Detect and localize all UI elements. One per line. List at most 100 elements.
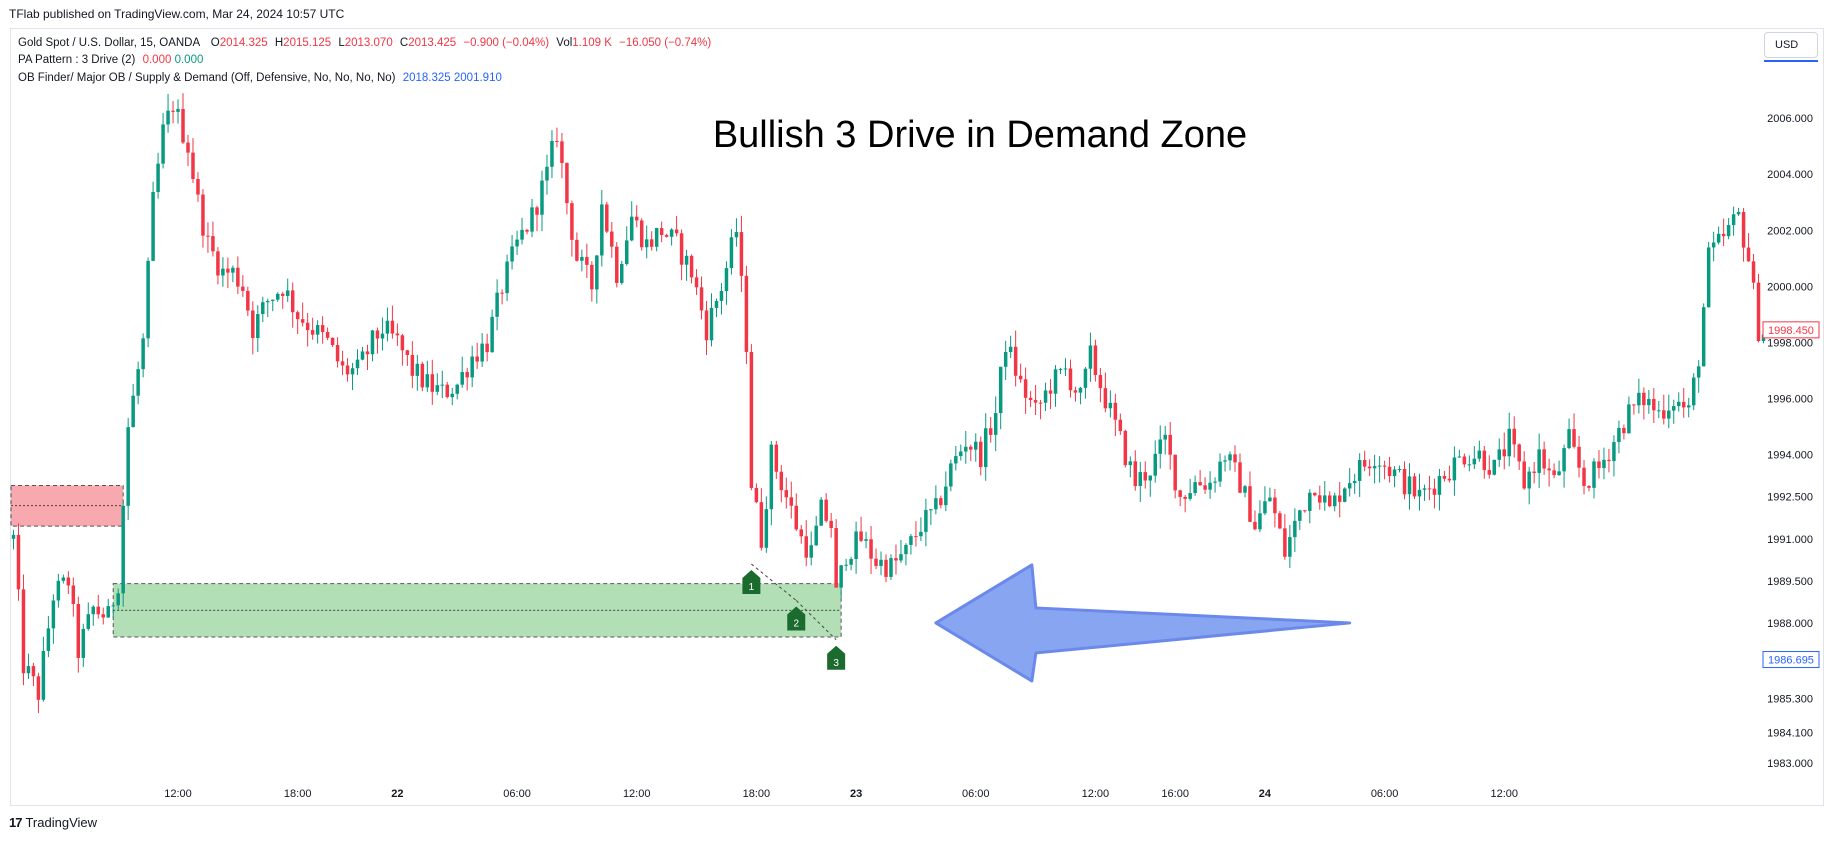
candle-body [305,322,310,331]
candle-body [151,191,155,261]
candle-body [1133,461,1138,487]
candle-body [1018,375,1023,380]
candle-body [1736,212,1741,215]
candle-body [410,354,415,376]
indicator1-value2: 0.000 [174,54,204,67]
candle-body [465,372,469,378]
candle-body [1417,489,1422,497]
candle-body [829,520,833,529]
candle-body [983,428,988,468]
footer-brand[interactable]: 17 TradingView [9,815,97,830]
candle-body [1228,454,1232,461]
candle-body [365,351,370,355]
candle-body [16,534,21,590]
candle-body [495,292,499,317]
candle-body [709,307,714,341]
indicator2-value1: 2018.325 [402,71,451,84]
candle-body [1502,449,1506,457]
candle-body [36,676,41,700]
open-value: 2014.325 [219,37,268,49]
candle-body [460,372,464,385]
candle-body [1696,366,1701,378]
candle-body [106,606,110,618]
candle-body [1108,402,1113,409]
candle-body [1532,471,1536,473]
candle-body [1103,388,1108,409]
candle-body [206,235,210,237]
candle-body [654,228,659,247]
candle-body [1612,442,1616,462]
candle-body [1407,476,1412,495]
candle-body [1243,486,1247,493]
candle-body [345,365,350,375]
candle-body [704,310,709,341]
candle-body [400,335,405,351]
candle-body [1263,501,1267,514]
candle-body [1362,460,1367,467]
indicator2-value2: 2001.910 [453,71,502,84]
indicator1-label[interactable]: PA Pattern : 3 Drive (2) [18,54,136,67]
publish-info: TFlab published on TradingView.com, Mar … [9,7,345,21]
candle-body [714,300,719,308]
low-value: 2013.070 [344,37,393,49]
volume-change: −16.050 (−0.74%) [619,37,712,49]
candle-body [729,237,734,269]
y-tick-label: 1983.000 [1767,758,1813,770]
candle-body [639,220,644,248]
candle-body [1278,513,1282,529]
drive-label: 1 [749,582,755,593]
drive-label: 3 [833,658,839,669]
candle-body [1078,387,1083,393]
currency-underline [1764,60,1818,62]
candle-body [1318,495,1322,503]
candle-body [1751,261,1756,283]
candle-body [610,231,614,247]
candle-body [570,203,574,240]
arrow-shape [934,563,1352,683]
candle-body [774,444,779,472]
currency-button[interactable]: USD [1764,32,1818,58]
candle-body [1677,401,1681,407]
candle-body [450,393,454,398]
candle-body [176,108,180,112]
drive-marker [827,645,846,670]
volume-value: 1.109 K [572,37,612,49]
candle-body [978,441,983,468]
candle-body [1472,458,1477,465]
y-tick-label: 1985.300 [1767,694,1813,706]
candle-body [794,505,799,530]
candle-body [1298,510,1302,521]
tradingview-logo-icon: 17 [9,815,23,830]
x-tick-label: 06:00 [503,788,531,800]
y-tick-label: 1988.000 [1767,618,1813,630]
candle-body [1706,247,1711,308]
candle-body [375,330,380,339]
candle-body [320,325,325,333]
candle-body [191,152,195,179]
candle-body [629,216,634,241]
indicator2-label[interactable]: OB Finder/ Major OB / Supply & Demand (O… [18,71,396,84]
symbol-name[interactable]: Gold Spot / U.S. Dollar, 15, OANDA [18,37,200,49]
candle-body [1308,492,1312,511]
candle-body [1123,430,1128,466]
candle-body [505,261,509,294]
candle-body [525,229,529,232]
x-tick-label: 06:00 [962,788,990,800]
candle-body [555,140,559,142]
candle-body [894,558,898,561]
candle-body [480,343,484,362]
candle-body [310,330,315,335]
candle-body [1198,482,1202,486]
candle-body [56,580,61,601]
y-tick-label: 1989.500 [1767,576,1813,588]
candle-body [1382,465,1387,467]
candle-body [1587,485,1591,488]
candle-body [540,180,544,215]
candle-body [355,359,360,369]
candle-body [919,531,923,537]
candle-body [136,369,140,396]
candle-body [246,290,250,311]
candle-body [1482,450,1487,471]
candle-body [1153,453,1157,476]
